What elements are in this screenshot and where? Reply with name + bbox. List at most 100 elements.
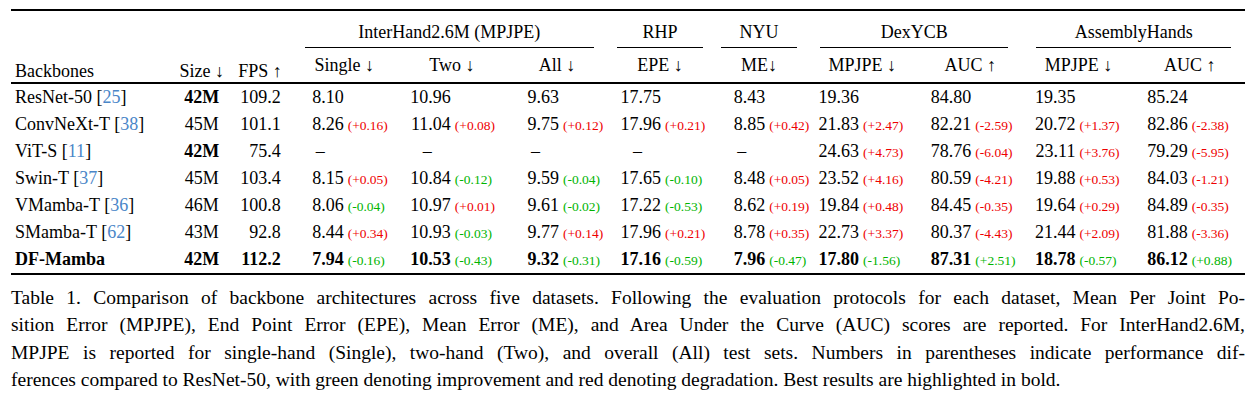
- metric-value: 9.77: [512, 222, 559, 243]
- metric-cell: 9.61(-0.02): [506, 192, 608, 219]
- metric-value: 8.78: [718, 222, 765, 243]
- metric-value: 87.31: [924, 249, 971, 270]
- table-row: ConvNeXt-T [38]45M101.18.26(+0.16)11.04(…: [11, 111, 1245, 138]
- fps-cell: 92.8: [229, 219, 290, 246]
- metric-cell: 9.63: [506, 83, 608, 111]
- table-row: DF-Mamba42M112.27.94(-0.16)10.53(-0.43)9…: [11, 246, 1245, 274]
- metric-cell: 80.37(-4.43): [918, 219, 1022, 246]
- citation-link[interactable]: [38]: [110, 114, 145, 134]
- metric-cell: 21.44(+2.09): [1022, 219, 1134, 246]
- table-caption: Table 1. Comparison of backbone architec…: [11, 284, 1245, 394]
- metric-value: 80.37: [924, 222, 971, 243]
- metric-cell: –: [506, 138, 608, 165]
- citation-link[interactable]: [11]: [57, 141, 91, 161]
- metric-diff: (+0.34): [348, 226, 388, 242]
- size-cell: 43M: [174, 219, 229, 246]
- size-cell: 42M: [174, 83, 229, 111]
- metric-value: 86.12: [1141, 249, 1188, 270]
- backbone-name-cell: Swin-T [37]: [11, 165, 174, 192]
- metric-cell: 8.06(-0.04): [291, 192, 398, 219]
- caption-line: sition Error (MPJPE), End Point Error (E…: [11, 311, 1245, 338]
- metric-cell: 19.35: [1022, 83, 1134, 111]
- backbone-name-cell: ResNet-50 [25]: [11, 83, 174, 111]
- metric-cell: 8.10: [291, 83, 398, 111]
- metric-value: 10.96: [404, 87, 451, 108]
- metric-value: 10.53: [404, 249, 451, 270]
- citation-link[interactable]: [36]: [100, 195, 135, 215]
- metric-cell: 18.78(-0.57): [1022, 246, 1134, 274]
- subcol-epe: EPE ↓: [608, 48, 712, 83]
- metric-diff: (-0.03): [455, 226, 492, 242]
- metric-value: 82.86: [1141, 114, 1188, 135]
- metric-diff: (-0.04): [563, 172, 600, 188]
- paper-table-figure: Backbones Size ↓ FPS ↑ InterHand2.6M (MP…: [0, 0, 1256, 401]
- backbone-comparison-table: Backbones Size ↓ FPS ↑ InterHand2.6M (MP…: [11, 9, 1245, 275]
- fps-cell: 75.4: [229, 138, 290, 165]
- col-header-size: Size ↓: [174, 10, 229, 83]
- metric-cell: 80.59(-4.21): [918, 165, 1022, 192]
- metric-diff: (+3.76): [1079, 145, 1119, 161]
- metric-diff: (-0.35): [975, 199, 1012, 215]
- metric-value: 17.65: [614, 168, 661, 189]
- metric-value: 8.43: [718, 87, 765, 108]
- metric-value: 19.88: [1028, 168, 1075, 189]
- metric-diff: (-2.38): [1192, 118, 1229, 134]
- citation-link[interactable]: [25]: [92, 87, 127, 107]
- subcol-dexycb-mpjpe: MPJPE ↓: [806, 48, 918, 83]
- backbone-name: DF-Mamba: [15, 249, 105, 269]
- size-cell: 42M: [174, 138, 229, 165]
- metric-value: 22.73: [812, 222, 859, 243]
- metric-value: 9.63: [512, 87, 559, 108]
- metric-cell: 10.96: [398, 83, 506, 111]
- citation-link[interactable]: [62]: [97, 222, 132, 242]
- metric-diff: (+4.16): [863, 172, 903, 188]
- group-header-rhp-label: RHP: [617, 22, 703, 48]
- metric-diff: (-0.47): [769, 253, 806, 269]
- metric-cell: 9.59(-0.04): [506, 165, 608, 192]
- metric-cell: 17.16(-0.59): [608, 246, 712, 274]
- metric-cell: 24.63(+4.73): [806, 138, 918, 165]
- fps-cell: 101.1: [229, 111, 290, 138]
- metric-diff: (+3.37): [863, 226, 903, 242]
- subcol-ah-auc: AUC ↑: [1135, 48, 1245, 83]
- metric-diff: (+0.53): [1079, 172, 1119, 188]
- metric-value: 23.11: [1028, 141, 1075, 162]
- metric-value: –: [404, 141, 451, 162]
- subcol-all: All ↓: [506, 48, 608, 83]
- metric-cell: 84.80: [918, 83, 1022, 111]
- metric-value: 84.03: [1141, 168, 1188, 189]
- backbone-name: ConvNeXt-T: [15, 114, 110, 134]
- metric-value: 8.44: [297, 222, 344, 243]
- backbone-name-cell: VMamba-T [36]: [11, 192, 174, 219]
- metric-cell: 8.43: [712, 83, 806, 111]
- metric-cell: 9.77(+0.14): [506, 219, 608, 246]
- metric-diff: (+2.51): [975, 253, 1015, 269]
- fps-cell: 112.2: [229, 246, 290, 274]
- size-cell: 42M: [174, 246, 229, 274]
- metric-value: 23.52: [812, 168, 859, 189]
- metric-value: 10.84: [404, 168, 451, 189]
- metric-cell: 20.72(+1.37): [1022, 111, 1134, 138]
- metric-cell: 19.64(+0.29): [1022, 192, 1134, 219]
- table-row: Swin-T [37]45M103.48.15(+0.05)10.84(-0.1…: [11, 165, 1245, 192]
- metric-value: 9.32: [512, 249, 559, 270]
- metric-value: 11.04: [404, 114, 451, 135]
- metric-diff: (-0.04): [348, 199, 385, 215]
- table-body: ResNet-50 [25]42M109.28.1010.969.6317.75…: [11, 83, 1245, 274]
- backbone-name: ViT-S: [15, 141, 57, 161]
- metric-cell: 22.73(+3.37): [806, 219, 918, 246]
- metric-diff: (-0.02): [563, 199, 600, 215]
- backbone-name: ResNet-50: [15, 87, 92, 107]
- metric-value: 78.76: [924, 141, 971, 162]
- citation-link[interactable]: [37]: [69, 168, 104, 188]
- col-header-size-label: Size ↓: [180, 61, 225, 81]
- metric-cell: 78.76(-6.04): [918, 138, 1022, 165]
- col-header-fps-label: FPS ↑: [238, 61, 282, 81]
- metric-value: 82.21: [924, 114, 971, 135]
- backbone-name: SMamba-T: [15, 222, 97, 242]
- size-cell: 46M: [174, 192, 229, 219]
- metric-diff: (+0.21): [665, 226, 705, 242]
- caption-line: ferences compared to ResNet-50, with gre…: [11, 366, 1245, 393]
- group-header-interhand26m: InterHand2.6M (MPJPE): [291, 10, 608, 48]
- metric-cell: 19.88(+0.53): [1022, 165, 1134, 192]
